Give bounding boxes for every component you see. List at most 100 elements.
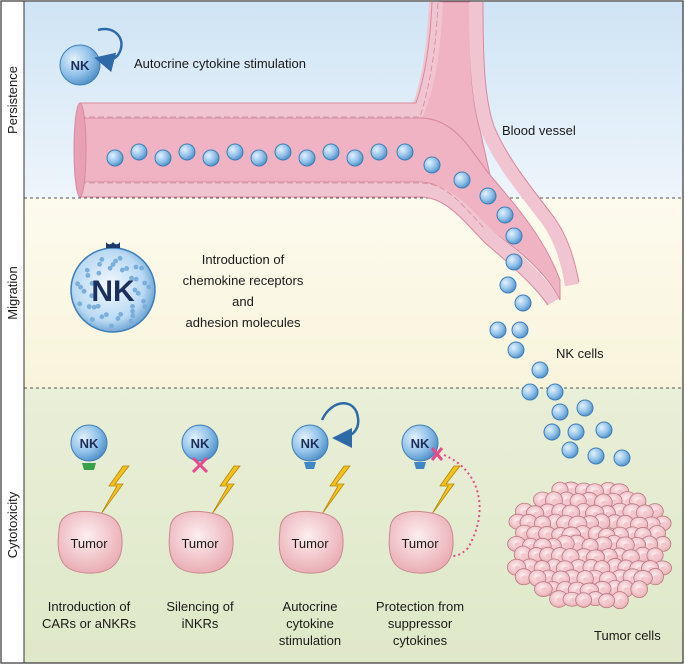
migration-label-4: adhesion molecules: [186, 315, 301, 330]
nk-cell: [505, 227, 523, 245]
tumor-cell: [388, 510, 454, 574]
chemokine-receptor-icon: [106, 242, 120, 248]
tumor-nucleus: [600, 587, 607, 593]
tumor-nucleus: [655, 531, 662, 537]
nk-cell-label: NK: [80, 436, 99, 451]
tumor-nucleus: [556, 597, 563, 603]
tumor-nucleus: [545, 532, 552, 538]
strategy-caption-line: iNKRs: [182, 616, 219, 631]
tumor-nucleus: [593, 555, 600, 561]
nk-cell: [298, 149, 316, 167]
granule-dots: [75, 255, 152, 329]
tumor-nucleus: [606, 554, 613, 560]
tumor-nucleus: [647, 542, 654, 548]
tumor-nucleus: [540, 498, 547, 504]
nk-cell: [496, 206, 514, 224]
migration-label-2: chemokine receptors: [183, 273, 304, 288]
tumor-nucleus: [545, 553, 552, 559]
nk-cell: [531, 361, 549, 379]
nk-cell: [489, 321, 507, 339]
granule-dot: [132, 287, 138, 293]
granule-dot: [107, 265, 113, 271]
nk-cell: [250, 149, 268, 167]
section-label-persistence: Persistence: [5, 66, 20, 134]
tumor-nucleus: [545, 509, 552, 515]
tumor-nucleus: [514, 542, 521, 548]
tumor-nucleus: [641, 576, 648, 582]
nk-cell: [543, 423, 561, 441]
tumor-nucleus: [535, 576, 542, 582]
granule-dot: [141, 298, 146, 304]
nk-cell: [576, 399, 594, 417]
tumor-nucleus: [617, 598, 624, 604]
nk-cells-label: NK cells: [556, 346, 604, 361]
granule-dot: [133, 264, 139, 270]
tumor-nucleus: [520, 553, 527, 559]
tumor-label: Tumor: [291, 536, 329, 551]
tumor-nucleus: [660, 566, 667, 572]
tumor-nucleus: [660, 521, 667, 527]
tumor-nucleus: [546, 576, 553, 582]
nk-cell-label: NK: [301, 436, 320, 451]
tumor-nucleus: [526, 521, 533, 527]
lightning-icon: [211, 465, 241, 515]
strategy-row: NK Tumor Introduction of CARs or aNKRs NK Tum…: [42, 402, 481, 648]
nk-cell-small: [70, 424, 108, 462]
granule-dot: [142, 304, 148, 310]
tumor-nucleus: [635, 499, 642, 505]
nk-cell: [587, 447, 605, 465]
lightning-icon: [100, 465, 130, 515]
nk-cell-stream: [106, 143, 631, 467]
tumor-nucleus: [592, 576, 599, 582]
nk-cell: [202, 149, 220, 167]
tumor-cell: [168, 510, 234, 574]
nk-cell: [106, 149, 124, 167]
tumor-nucleus: [540, 521, 547, 527]
tumor-nucleus: [574, 542, 581, 548]
tumor-nucleus: [568, 487, 575, 493]
tumor-nucleus: [563, 587, 570, 593]
granule-dot: [110, 262, 116, 267]
tumor-nucleus: [599, 520, 606, 526]
nk-cell: [178, 143, 196, 161]
tumor-nucleus: [642, 510, 649, 516]
nk-cell: [546, 383, 564, 401]
blood-vessel-label: Blood vessel: [502, 123, 576, 138]
nk-cell: [507, 341, 525, 359]
autocrine-top-label: Autocrine cytokine stimulation: [134, 56, 306, 71]
tumor-nucleus: [558, 577, 565, 583]
granule-dot: [128, 318, 134, 324]
strategy-caption-line: CARs or aNKRs: [42, 616, 136, 631]
tumor-nucleus: [652, 509, 659, 515]
autocrine-arrow-icon: [320, 402, 360, 448]
tumor-cell-cluster: [507, 481, 672, 610]
granule-dot: [84, 267, 90, 273]
lightning-icon: [321, 465, 351, 515]
tumor-nucleus: [623, 587, 630, 593]
tumor-nucleus: [588, 544, 595, 550]
section-label-migration: Migration: [5, 266, 20, 319]
granule-dot: [89, 280, 95, 286]
nk-cell-small: [401, 424, 439, 462]
nk-cell: [511, 321, 529, 339]
nk-cell-persistence: NK: [59, 27, 123, 86]
granule-dot: [133, 276, 139, 282]
tumor-nucleus: [599, 566, 606, 572]
tumor-nucleus: [628, 555, 635, 561]
granule-dot: [142, 280, 148, 286]
nk-cell: [130, 143, 148, 161]
strategy-caption-line: suppressor: [388, 616, 453, 631]
tumor-nucleus: [569, 597, 576, 603]
receptor-icon: [414, 462, 426, 469]
section-label-cytotoxicity: Cytotoxicity: [5, 491, 20, 558]
tumor-nucleus: [568, 555, 575, 561]
nk-cell: [521, 383, 539, 401]
granule-dot: [109, 323, 114, 329]
nk-cell: [423, 156, 441, 174]
nk-cell: [505, 253, 523, 271]
granule-dot: [135, 290, 141, 296]
tumor-nucleus: [534, 553, 541, 559]
tumor-nucleus: [637, 522, 644, 528]
